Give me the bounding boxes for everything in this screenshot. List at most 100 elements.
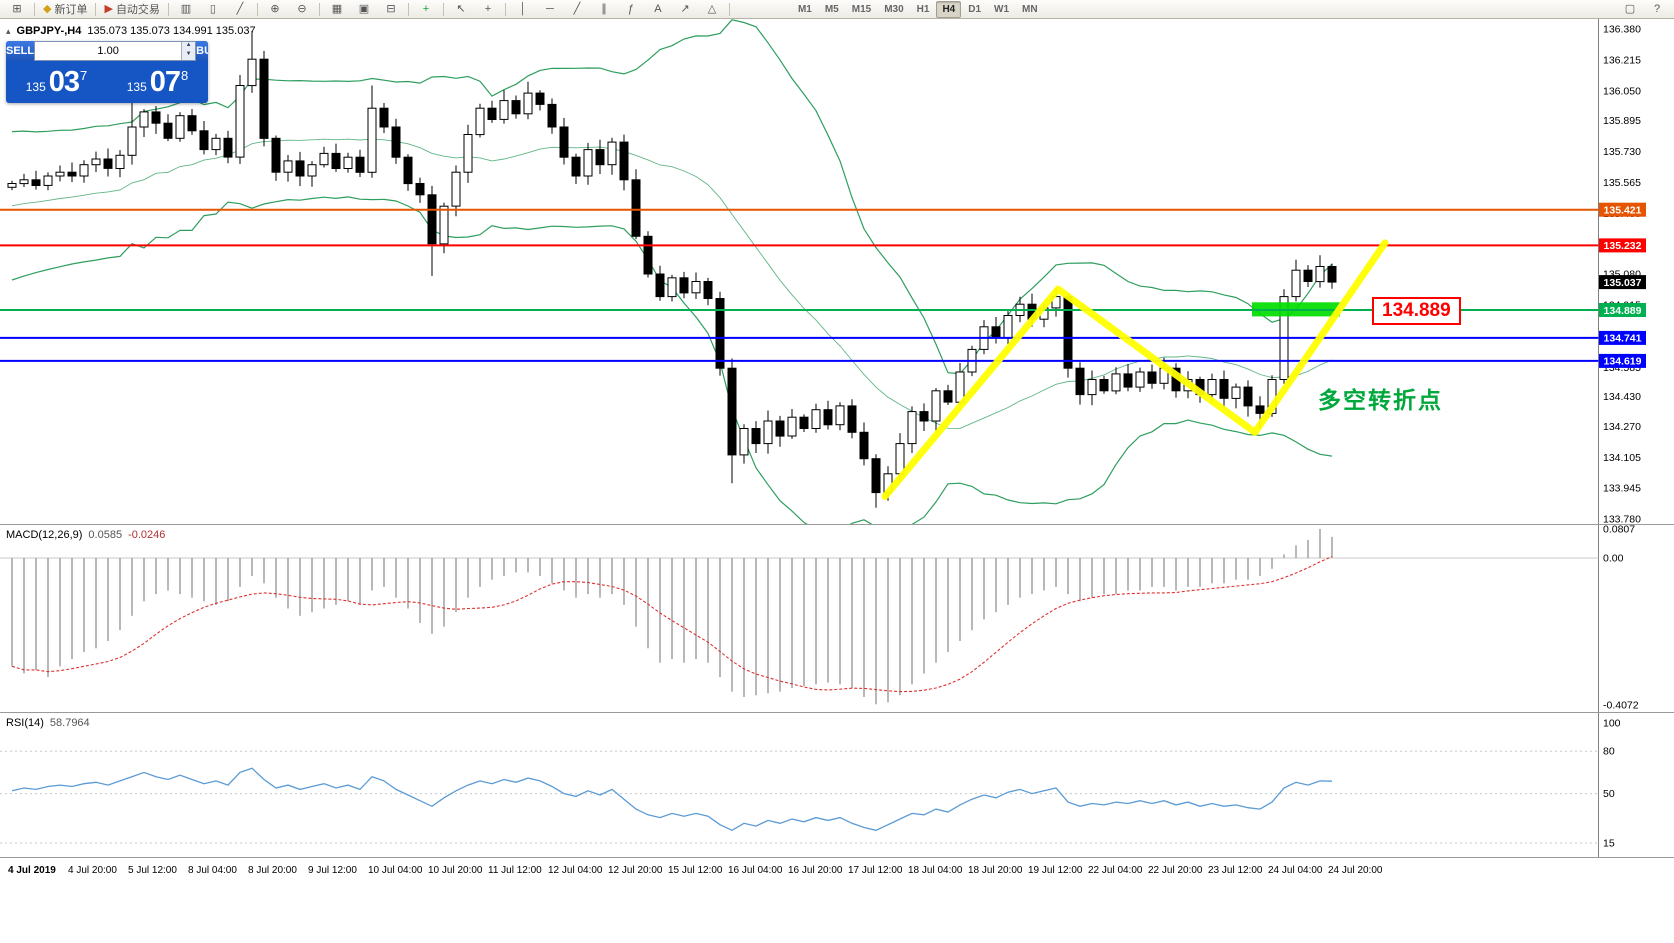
price-badge-label: 135.421 <box>1604 205 1642 217</box>
sell-button[interactable]: SELL <box>6 41 35 61</box>
price-badge <box>1599 303 1646 317</box>
bull-candle <box>43 175 53 186</box>
timeframe-m15-button[interactable]: M15 <box>851 3 872 15</box>
candlestick-chart-icon: ▯ <box>209 2 216 15</box>
bear-candle <box>1327 266 1337 283</box>
bear-candle <box>703 281 713 299</box>
volume-input[interactable] <box>35 42 182 60</box>
bear-candle <box>151 111 161 124</box>
price-callout-label[interactable]: 134.889 <box>1372 297 1461 325</box>
chart-title: ▴ GBPJPY-,H4 135.073 135.073 134.991 135… <box>6 25 256 37</box>
timeframe-h4-button[interactable]: H4 <box>936 0 962 18</box>
turning-point-label[interactable]: 多空转折点 <box>1318 387 1443 413</box>
help-button[interactable]: ? <box>1644 0 1670 18</box>
toolbar-separator <box>167 2 169 16</box>
vertical-line-button[interactable]: │ <box>510 0 536 18</box>
time-axis[interactable]: 4 Jul 2019 4 Jul 20:00 5 Jul 12:00 8 Jul 04… <box>0 858 1674 884</box>
shapes-button[interactable]: △ <box>699 0 725 18</box>
fibonacci-button[interactable]: ƒ <box>618 0 644 18</box>
bull-candle <box>283 160 293 173</box>
volume-increase-button[interactable]: ▲ <box>182 42 196 51</box>
horizontal-line-button[interactable]: ─ <box>537 0 563 18</box>
rsi-title: RSI(14) 58.7964 <box>6 717 90 729</box>
timeframe-h1-button[interactable]: H1 <box>916 3 930 15</box>
volume-box: ▲ ▼ <box>34 41 197 61</box>
price-badge-label: 134.889 <box>1604 305 1642 317</box>
tile-windows-button[interactable]: ▣ <box>351 0 377 18</box>
bear-candle <box>1075 367 1085 396</box>
cursor-button[interactable]: ↖ <box>448 0 474 18</box>
horizontal-line-icon: ─ <box>546 2 554 15</box>
price-badge <box>1599 202 1646 217</box>
timeframe-d1-button[interactable]: D1 <box>968 3 982 15</box>
grid-icon: ▦ <box>331 2 343 15</box>
chart-workspace: 136.380 136.215 136.050 135.895 135.730 135.5… <box>0 19 1674 943</box>
bollinger-upper-band <box>11 19 1333 375</box>
line-chart-button[interactable]: ╱ <box>227 0 253 18</box>
arrow-tool-icon: ↗ <box>680 2 690 15</box>
main-toolbar: ⊞ ◆ 新订单 ▶ 自动交易 ▥ ▯ ╱ ⊕ ⊖ ▦ ▣ ⊟ + ↖ + │ ─ ╱ ∥ ƒ A ↗ △ M1 M5 M15 M30 H… <box>0 0 1674 19</box>
toolbar-separator <box>407 2 409 16</box>
buy-price-button[interactable]: 135 07 8 <box>107 61 208 103</box>
zoom-out-button[interactable]: ⊖ <box>289 0 315 18</box>
window-button[interactable]: ▢ <box>1617 0 1643 18</box>
volume-decrease-button[interactable]: ▼ <box>182 51 196 60</box>
new-order-button[interactable]: ◆ 新订单 <box>39 0 91 18</box>
grid-button[interactable]: ▦ <box>324 0 350 18</box>
text-button[interactable]: A <box>645 0 671 18</box>
timeframe-m1-button[interactable]: M1 <box>797 3 812 15</box>
bear-candle <box>1219 379 1229 399</box>
indicators-add-icon: + <box>422 2 430 15</box>
main-chart-canvas[interactable]: 136.380 136.215 136.050 135.895 135.730 135.5… <box>0 19 1674 525</box>
timeframe-mn-button[interactable]: MN <box>1022 3 1038 15</box>
auto-trading-label: 自动交易 <box>115 4 160 16</box>
bull-candle <box>1111 373 1121 392</box>
yellow-zigzag-trendline[interactable] <box>881 239 1389 500</box>
time-axis-label: 8 Jul 20:00 <box>248 865 297 876</box>
time-axis-label: 11 Jul 12:00 <box>488 865 542 876</box>
time-axis-label: 9 Jul 12:00 <box>308 865 357 876</box>
bear-candle <box>775 420 785 437</box>
macd-canvas[interactable]: 0.0807 0.00 -0.4072 <box>0 525 1674 713</box>
channel-icon: ∥ <box>601 2 607 15</box>
bull-candle <box>835 405 845 426</box>
channel-button[interactable]: ∥ <box>591 0 617 18</box>
cursor-icon: ↖ <box>456 2 466 15</box>
auto-trading-button[interactable]: ▶ 自动交易 <box>100 0 163 18</box>
new-chart-icon: ⊞ <box>12 2 22 15</box>
zoom-in-button[interactable]: ⊕ <box>262 0 288 18</box>
buy-button[interactable]: BUY <box>196 41 208 61</box>
price-axis-label: 135.730 <box>1603 146 1641 158</box>
arrow-tool-button[interactable]: ↗ <box>672 0 698 18</box>
bull-candle <box>667 277 677 298</box>
candlestick-chart-button[interactable]: ▯ <box>200 0 226 18</box>
bar-chart-button[interactable]: ▥ <box>173 0 199 18</box>
timeframe-m5-button[interactable]: M5 <box>824 3 839 15</box>
bear-candle <box>619 141 629 181</box>
sell-price-button[interactable]: 135 03 7 <box>6 61 107 103</box>
trendline-button[interactable]: ╱ <box>564 0 590 18</box>
macd-panel: 0.0807 0.00 -0.4072 MACD(12,26,9) 0.0585 -… <box>0 525 1674 713</box>
bear-candle <box>403 156 413 185</box>
bull-candle <box>1087 379 1097 396</box>
new-chart-button[interactable]: ⊞ <box>4 0 30 18</box>
bear-candle <box>643 235 653 275</box>
crosshair-button[interactable]: + <box>475 0 501 18</box>
timeframe-w1-button[interactable]: W1 <box>994 3 1010 15</box>
price-axis-label: 134.105 <box>1603 452 1641 464</box>
bear-candle <box>799 416 809 430</box>
timeframe-m30-button[interactable]: M30 <box>884 3 904 15</box>
current-price-badge <box>1599 275 1646 290</box>
indicators-add-button[interactable]: + <box>413 0 439 18</box>
rsi-line <box>11 767 1333 832</box>
bear-candle <box>223 137 233 158</box>
bull-candle <box>55 171 65 177</box>
one-click-collapse-icon[interactable]: ▴ <box>6 25 11 36</box>
bar-chart-icon: ▥ <box>180 2 192 15</box>
time-axis-label: 8 Jul 04:00 <box>188 865 237 876</box>
bear-candle <box>67 171 77 177</box>
new-window-button[interactable]: ⊟ <box>378 0 404 18</box>
rsi-canvas[interactable]: 100 80 50 15 <box>0 713 1674 858</box>
macd-title: MACD(12,26,9) 0.0585 -0.0246 <box>6 529 165 541</box>
bull-candle <box>307 164 317 177</box>
